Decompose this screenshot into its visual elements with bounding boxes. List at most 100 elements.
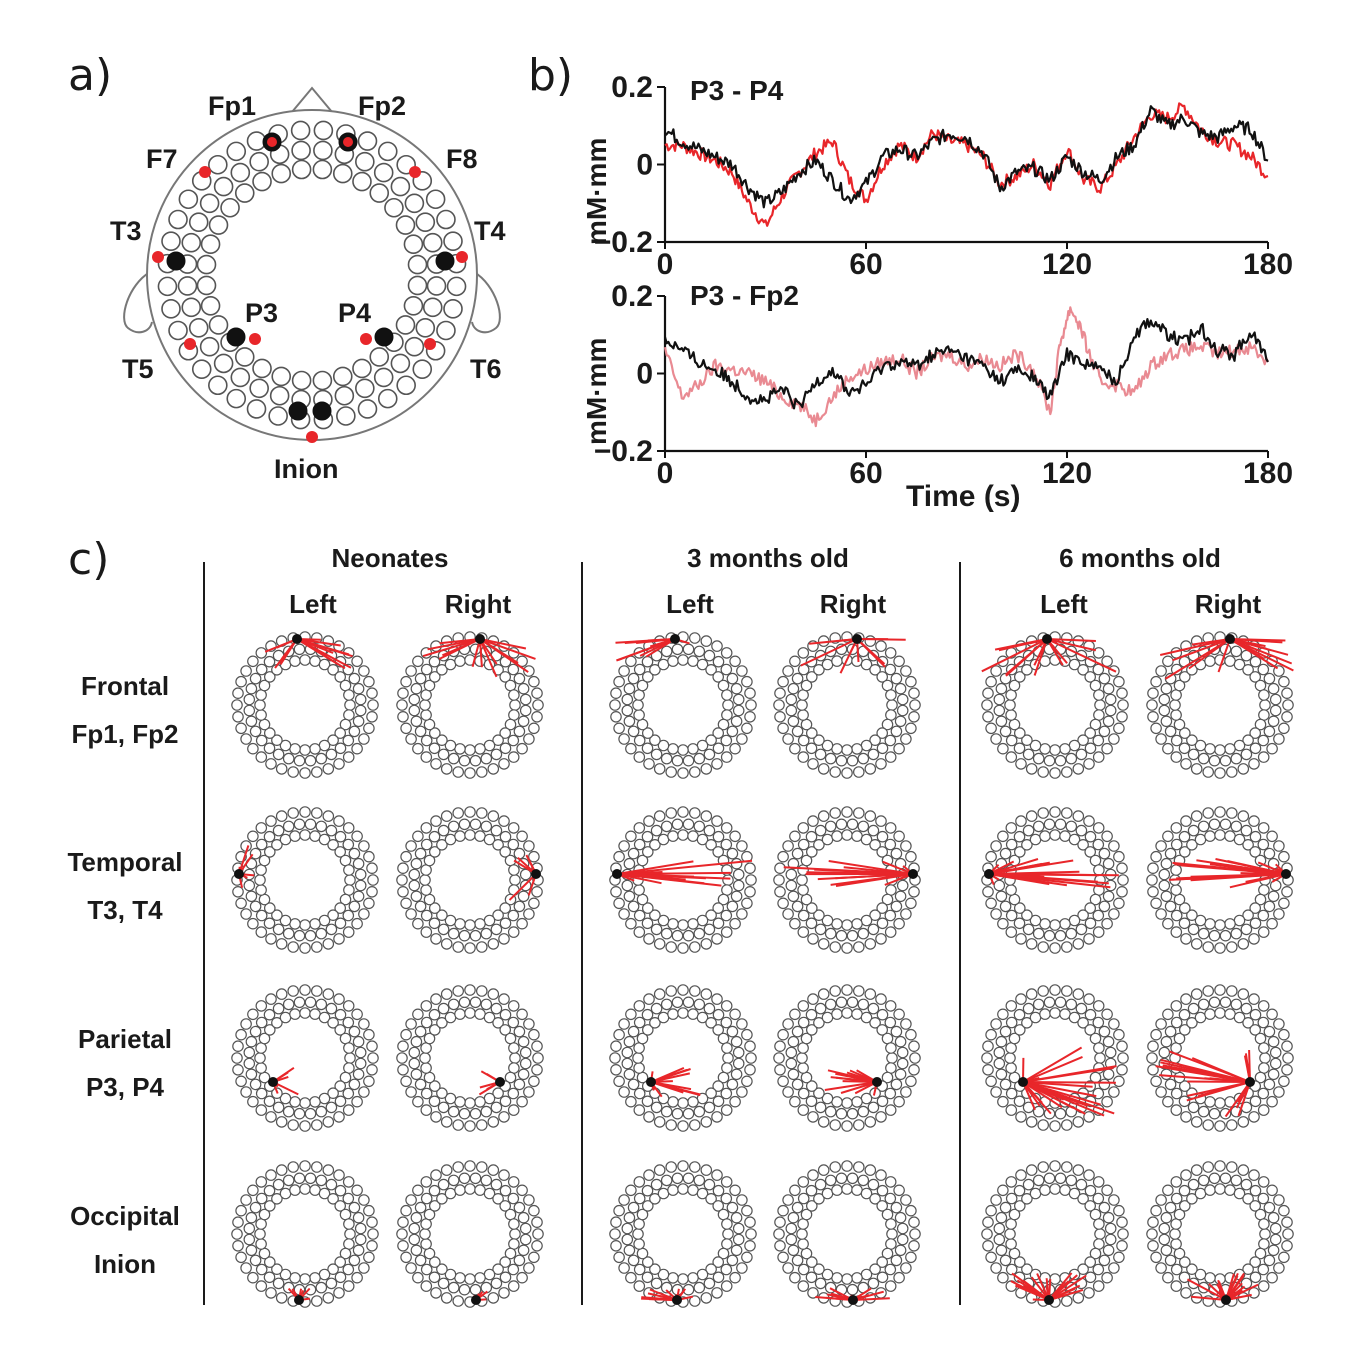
optode-circle bbox=[405, 733, 417, 745]
optode-circle bbox=[905, 722, 917, 735]
optode-circle bbox=[981, 699, 993, 711]
optode-circle bbox=[255, 1000, 268, 1012]
optode-circle bbox=[252, 358, 272, 379]
optode-circle bbox=[1083, 758, 1095, 770]
optode-circle bbox=[890, 847, 903, 860]
optode-circle bbox=[458, 1107, 471, 1120]
optode-circle bbox=[1077, 734, 1089, 746]
optode-circle bbox=[1029, 1187, 1042, 1200]
optode-circle bbox=[1170, 1218, 1182, 1230]
optode-circle bbox=[446, 276, 467, 297]
optode-circle bbox=[1004, 699, 1016, 711]
optode-circle bbox=[688, 766, 701, 778]
optode-circle bbox=[334, 1095, 347, 1108]
optode-circle bbox=[247, 655, 259, 668]
optode-circle bbox=[419, 874, 431, 886]
optode-circle bbox=[469, 1172, 482, 1185]
optode-circle bbox=[1263, 847, 1276, 860]
optode-circle bbox=[420, 1062, 432, 1074]
optode-circle bbox=[736, 908, 748, 920]
optode-circle bbox=[997, 830, 1009, 843]
optode-circle bbox=[774, 1064, 786, 1076]
optode-circle bbox=[358, 665, 370, 677]
optode-circle bbox=[1005, 1016, 1018, 1029]
optode-circle bbox=[1108, 1194, 1120, 1206]
optode-circle bbox=[876, 742, 889, 755]
optode-circle bbox=[777, 897, 789, 910]
optode-circle bbox=[729, 742, 741, 755]
optode-circle bbox=[258, 1208, 271, 1221]
optode-circle bbox=[633, 1016, 646, 1029]
chart-title: P3 - Fp2 bbox=[690, 280, 799, 311]
optode-circle bbox=[720, 926, 733, 938]
optode-circle bbox=[1160, 715, 1173, 728]
optode-circle bbox=[627, 672, 640, 685]
optode-circle bbox=[890, 725, 903, 738]
optode-circle bbox=[1267, 1244, 1280, 1257]
connectivity-map bbox=[396, 806, 544, 954]
optode-circle bbox=[310, 985, 323, 997]
connection-line bbox=[1022, 1055, 1083, 1083]
optode-circle bbox=[428, 1008, 441, 1021]
optode-circle bbox=[1258, 884, 1270, 896]
optode-circle bbox=[641, 727, 654, 739]
optode-circle bbox=[483, 1092, 496, 1105]
optode-circle bbox=[736, 1194, 748, 1206]
optode-circle bbox=[797, 689, 809, 701]
optode-circle bbox=[423, 718, 436, 731]
connection-line bbox=[1005, 638, 1048, 677]
optode-circle bbox=[343, 1042, 355, 1054]
optode-circle bbox=[711, 815, 723, 827]
optode-circle bbox=[667, 830, 679, 842]
optode-circle bbox=[745, 1052, 757, 1064]
optode-circle bbox=[444, 1187, 457, 1200]
optode-circle bbox=[636, 1208, 649, 1221]
optode-circle bbox=[293, 996, 306, 1009]
optode-circle bbox=[1089, 854, 1102, 867]
optode-circle bbox=[703, 1178, 716, 1191]
connection-line bbox=[616, 638, 676, 662]
optode-circle bbox=[876, 917, 889, 930]
connection-line bbox=[856, 638, 886, 665]
optode-circle bbox=[789, 1008, 801, 1021]
seed-dot bbox=[908, 869, 918, 879]
optode-circle bbox=[1147, 885, 1159, 898]
connection-line bbox=[238, 845, 250, 875]
optode-circle bbox=[787, 1211, 800, 1224]
optode-circle bbox=[1075, 1178, 1088, 1191]
optode-circle bbox=[249, 847, 262, 860]
optode-circle bbox=[247, 1008, 259, 1021]
connection-line bbox=[981, 638, 1048, 673]
channel-dot-black bbox=[435, 251, 455, 271]
optode-circle bbox=[774, 1040, 786, 1052]
optode-circle bbox=[252, 171, 272, 192]
optode-circle bbox=[653, 1116, 666, 1128]
connectivity-map bbox=[396, 984, 544, 1132]
optode-circle bbox=[1180, 815, 1192, 827]
optode-circle bbox=[240, 1194, 252, 1206]
optode-circle bbox=[245, 682, 258, 695]
optode-circle bbox=[876, 1271, 889, 1284]
optode-circle bbox=[677, 1120, 689, 1132]
optode-circle bbox=[420, 909, 433, 922]
optode-circle bbox=[900, 840, 912, 852]
optode-circle bbox=[249, 151, 269, 172]
optode-circle bbox=[377, 388, 398, 409]
optode-circle bbox=[279, 1187, 292, 1200]
optode-circle bbox=[263, 902, 276, 914]
optode-circle bbox=[419, 699, 431, 711]
optode-circle bbox=[985, 1204, 997, 1217]
optode-circle bbox=[782, 908, 794, 920]
optode-circle bbox=[487, 1164, 500, 1176]
connectivity-map bbox=[396, 631, 544, 779]
optode-circle bbox=[415, 318, 436, 338]
optode-circle bbox=[1179, 1200, 1191, 1212]
optode-circle bbox=[454, 743, 466, 755]
optode-circle bbox=[289, 1008, 301, 1020]
connection-line bbox=[1022, 1046, 1083, 1083]
optode-circle bbox=[1170, 1000, 1183, 1012]
optode-circle bbox=[1202, 807, 1214, 819]
nose-shape bbox=[291, 86, 333, 113]
connection-line bbox=[1229, 638, 1289, 656]
optode-circle bbox=[1224, 655, 1236, 667]
